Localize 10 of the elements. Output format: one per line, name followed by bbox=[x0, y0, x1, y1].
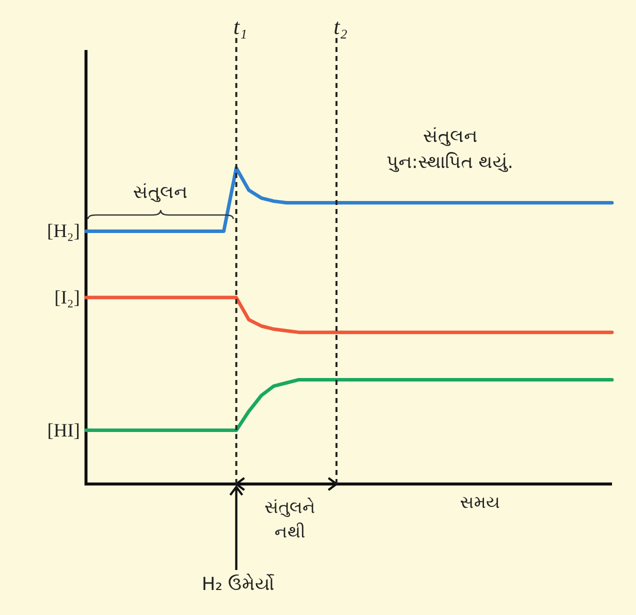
text: H₂ ઉમેર્યો bbox=[202, 574, 276, 595]
text: [HI] bbox=[47, 420, 80, 442]
annotation: સંતુલન bbox=[133, 182, 187, 203]
text: t₁ bbox=[233, 14, 248, 39]
text: [I₂] bbox=[54, 288, 80, 309]
text: [H₂] bbox=[47, 221, 80, 242]
x-axis-title: સમય bbox=[460, 493, 500, 513]
text: સંતુલને નથી bbox=[264, 497, 316, 543]
annotation: સંતુલન પુન:સ્થાપિત થયું. bbox=[386, 126, 514, 174]
text: t₂ bbox=[334, 14, 348, 39]
